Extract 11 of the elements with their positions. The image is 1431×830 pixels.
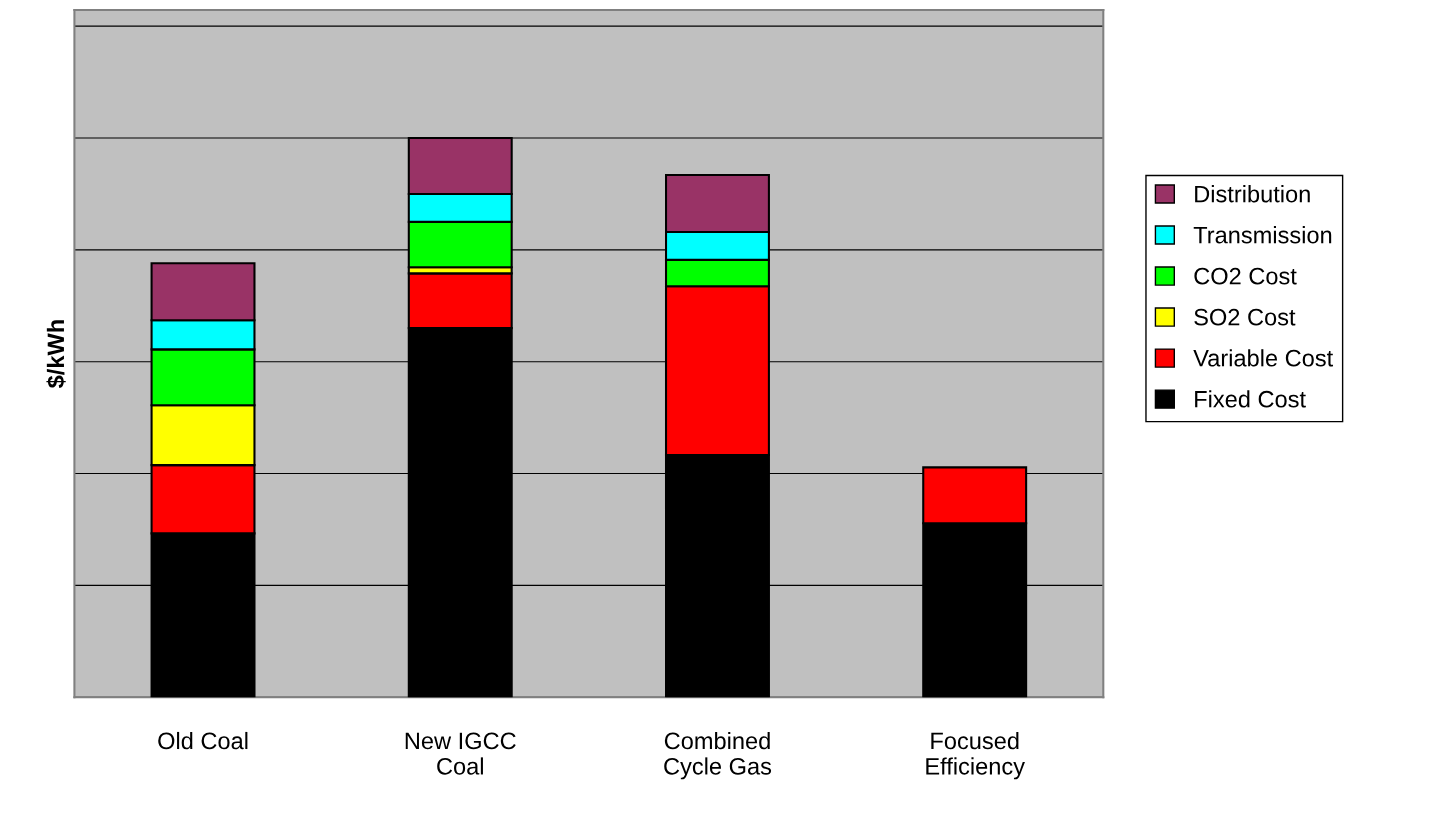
x-tick-label: Combined Cycle Gas: [664, 731, 772, 780]
legend-label: Distribution: [1195, 185, 1310, 203]
legend-label: CO2 Cost: [1194, 267, 1297, 285]
legend-label: Fixed Cost: [1195, 390, 1306, 408]
x-tick-label: Old Coal: [158, 731, 248, 750]
legend-label: SO2 Cost: [1194, 308, 1296, 326]
legend-label: Variable Cost: [1193, 349, 1334, 367]
x-tick-label: New IGCC Coal: [405, 732, 516, 775]
y-axis-title: $/kWh: [46, 320, 66, 389]
legend-label: Transmission: [1193, 226, 1332, 244]
x-tick-label: Focused Efficiency: [926, 731, 1025, 780]
